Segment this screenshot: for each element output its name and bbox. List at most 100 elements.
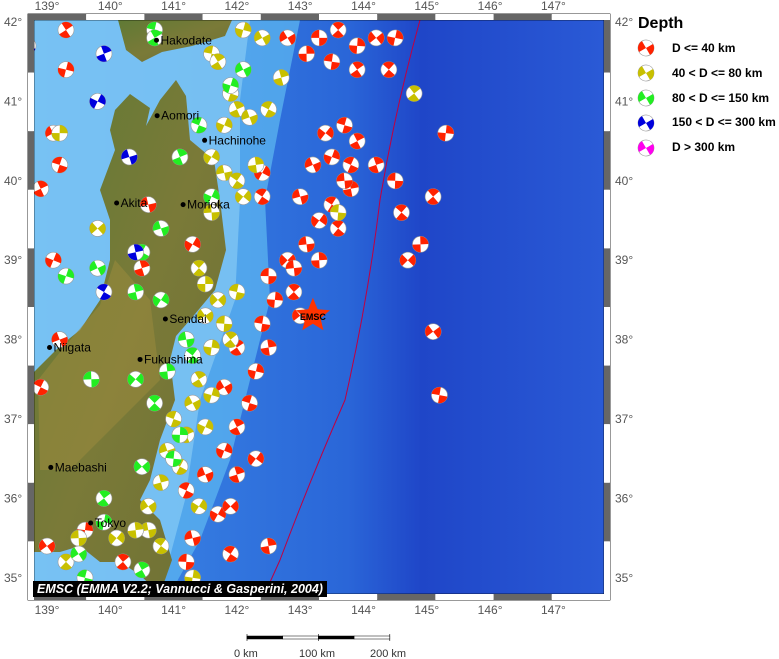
- latitude-tick-label: 40°: [615, 174, 633, 188]
- focal-mechanism-ball: [386, 172, 404, 190]
- longitude-tick-label: 142°: [224, 0, 249, 13]
- latitude-tick-label: 42°: [4, 15, 22, 29]
- city-marker: [114, 200, 120, 206]
- credit-label: EMSC (EMMA V2.2; Vannucci & Gasperini, 2…: [33, 581, 327, 597]
- focal-mechanism-ball: [310, 251, 328, 269]
- legend-ball-icon: [637, 39, 655, 57]
- focal-mechanism-ball: [108, 529, 125, 547]
- focal-mechanism-ball: [222, 498, 239, 515]
- latitude-tick-label: 41°: [4, 94, 22, 108]
- focal-mechanism-ball: [437, 124, 455, 142]
- focal-mechanism-ball: [342, 156, 360, 174]
- focal-mechanism-ball: [95, 513, 113, 531]
- focal-mechanism-ball: [253, 315, 271, 333]
- focal-mechanism-ball: [329, 220, 347, 237]
- legend-item-label: 150 < D <= 300 km: [672, 115, 776, 129]
- longitude-tick-label: 143°: [288, 603, 313, 617]
- focal-mechanism-ball: [177, 482, 195, 499]
- latitude-tick-label: 36°: [615, 491, 633, 505]
- focal-mechanism-ball: [152, 291, 170, 309]
- focal-mechanism-ball: [222, 331, 239, 348]
- focal-mechanism-ball: [215, 116, 233, 134]
- focal-mechanism-ball: [133, 458, 151, 475]
- longitude-tick-label: 145°: [414, 603, 439, 617]
- scale-segment: [246, 635, 283, 640]
- focal-mechanism-ball: [95, 490, 113, 507]
- focal-mechanism-ball: [127, 283, 144, 301]
- focal-mechanism-ball: [45, 251, 62, 269]
- focal-mechanism-ball: [51, 156, 68, 174]
- focal-mechanism-ball: [34, 37, 37, 55]
- focal-mechanism-ball: [285, 259, 303, 277]
- latitude-tick-label: 35°: [4, 571, 22, 585]
- focal-mechanism-ball: [424, 323, 442, 340]
- focal-mechanism-ball: [215, 164, 233, 182]
- focal-mechanism-ball: [190, 498, 208, 515]
- focal-mechanism-ball: [253, 188, 271, 205]
- focal-mechanism-ball: [127, 370, 144, 388]
- epicenter-star-icon: [295, 297, 330, 331]
- legend-ball-icon: [637, 114, 655, 132]
- focal-mechanism-ball: [89, 220, 106, 237]
- focal-mechanism-ball: [57, 553, 75, 571]
- focal-mechanism-ball: [127, 521, 144, 539]
- city-marker: [154, 113, 160, 119]
- focal-mechanism-ball: [171, 148, 189, 166]
- city-label: Hakodate: [161, 33, 213, 47]
- longitude-tick-label: 139°: [35, 0, 60, 13]
- longitude-tick-label: 140°: [98, 0, 123, 13]
- city-label: Tokyo: [95, 516, 127, 530]
- longitude-tick-label: 142°: [224, 603, 249, 617]
- legend-ball-icon: [637, 64, 655, 82]
- focal-mechanism-ball: [152, 474, 170, 491]
- focal-mechanism-ball: [203, 188, 220, 205]
- focal-mechanism-ball: [203, 339, 220, 356]
- focal-mechanism-ball: [70, 529, 87, 547]
- focal-mechanism-ball: [114, 553, 132, 571]
- legend-item-label: D > 300 km: [672, 140, 736, 154]
- city-marker: [154, 37, 160, 43]
- focal-mechanism-ball: [253, 29, 271, 47]
- focal-mechanism-ball: [209, 291, 227, 309]
- city-label: Akita: [121, 196, 148, 210]
- city-marker: [162, 316, 168, 322]
- city-label: Sendai: [169, 312, 206, 326]
- legend-ball-icon: [637, 139, 655, 157]
- focal-mechanism-ball: [291, 188, 309, 205]
- longitude-tick-label: 146°: [478, 0, 503, 13]
- latitude-tick-label: 39°: [4, 253, 22, 267]
- focal-mechanism-ball: [215, 442, 233, 460]
- latitude-tick-label: 37°: [615, 412, 633, 426]
- latitude-tick-label: 42°: [615, 15, 633, 29]
- focal-mechanism-ball: [412, 236, 429, 253]
- focal-mechanism-ball: [348, 37, 366, 55]
- focal-mechanism-ball: [228, 101, 246, 118]
- focal-mechanism-ball: [234, 21, 252, 39]
- epicenter: EMSC: [295, 297, 330, 331]
- city-label: Niigata: [54, 341, 92, 355]
- latitude-tick-label: 41°: [615, 94, 633, 108]
- legend-title: Depth: [638, 15, 684, 32]
- latitude-tick-label: 39°: [615, 253, 633, 267]
- focal-mechanism-ball: [190, 370, 208, 388]
- legend-item-label: 40 < D <= 80 km: [672, 66, 763, 80]
- focal-mechanism-ball: [139, 196, 157, 213]
- longitude-tick-label: 141°: [161, 0, 186, 13]
- focal-mechanism-ball: [209, 505, 227, 523]
- focal-mechanism-ball: [196, 307, 214, 325]
- focal-mechanism-ball: [203, 204, 220, 221]
- focal-mechanism-ball: [228, 283, 246, 301]
- city-marker: [180, 202, 186, 208]
- focal-mechanism-ball: [51, 331, 68, 348]
- longitude-tick-label: 146°: [478, 603, 503, 617]
- focal-mechanism-ball: [152, 537, 170, 555]
- city-marker: [48, 464, 54, 470]
- focal-mechanism-ball: [190, 116, 208, 134]
- focal-mechanism-ball: [380, 61, 398, 78]
- longitude-tick-label: 141°: [161, 603, 186, 617]
- focal-mechanism-ball: [34, 378, 49, 396]
- focal-mechanism-ball: [279, 29, 296, 47]
- focal-mechanism-ball: [247, 450, 265, 468]
- focal-mechanism-ball: [405, 85, 423, 102]
- focal-mechanism-ball: [184, 347, 201, 364]
